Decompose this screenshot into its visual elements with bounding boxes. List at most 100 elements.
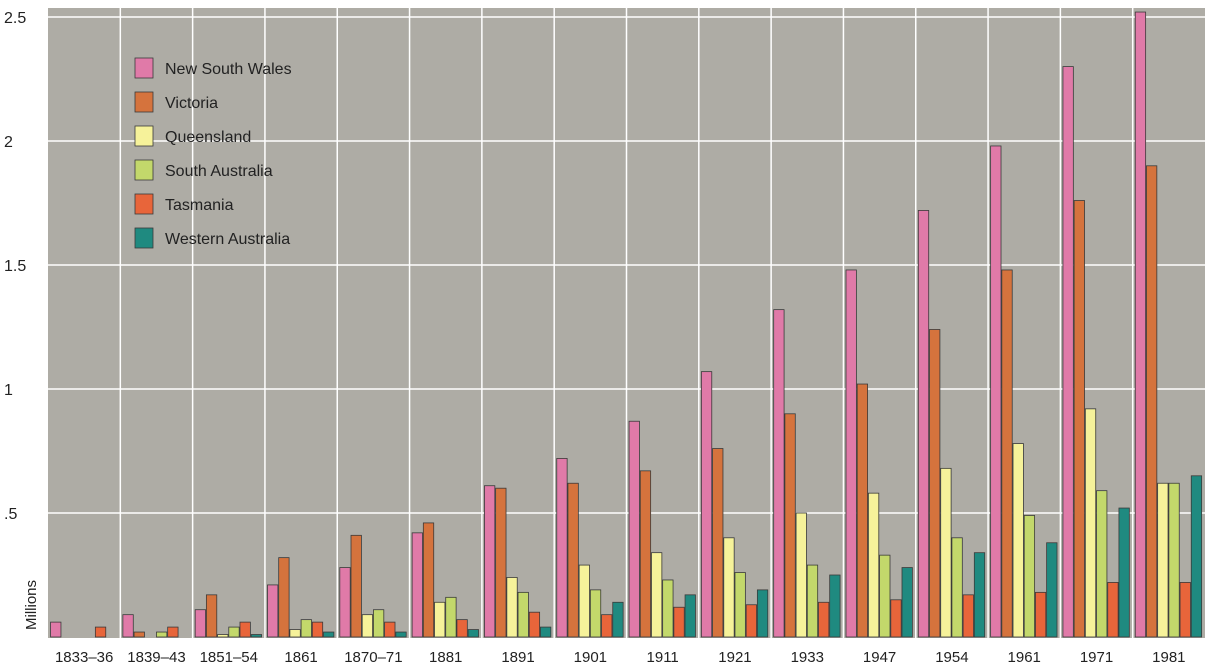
legend-swatch: [134, 193, 154, 215]
bar: [445, 596, 457, 638]
bar: [951, 537, 963, 638]
bar: [1073, 200, 1085, 638]
x-tick-label: 1881: [429, 649, 462, 666]
x-tick-label: 1947: [863, 649, 896, 666]
bar: [917, 210, 930, 638]
legend-label: Tasmania: [165, 197, 234, 214]
x-axis: 1833–36 1839–43 1851–54 1861 1870–71 1881 1891…: [55, 649, 1186, 666]
bar: [612, 601, 624, 638]
bar: [601, 614, 613, 638]
x-tick-label: 1901: [574, 649, 607, 666]
y-tick-label: .5: [4, 506, 17, 523]
bar: [1023, 515, 1036, 638]
bar: [495, 487, 507, 638]
bar: [361, 614, 374, 638]
bar: [773, 309, 785, 638]
x-tick-label: 1981: [1152, 649, 1185, 666]
bar: [1179, 582, 1191, 638]
bar: [350, 534, 362, 638]
bar: [540, 626, 552, 638]
x-tick-label: 1911: [647, 649, 679, 666]
y-tick-label: 1.5: [4, 258, 26, 275]
bar: [662, 579, 674, 638]
y-tick-label: 1: [4, 382, 13, 399]
bar: [1190, 475, 1203, 638]
y-tick-label: 2.5: [4, 10, 26, 27]
bar: [929, 329, 941, 638]
x-tick-label: 1833–36: [55, 649, 113, 666]
bar: [339, 567, 351, 638]
legend-label: Queensland: [165, 129, 251, 146]
bar: [867, 492, 880, 638]
bar: [1096, 490, 1108, 638]
bar: [806, 564, 819, 638]
bar: [278, 557, 290, 638]
bar: [289, 629, 301, 638]
bar: [589, 589, 602, 638]
bar: [712, 448, 724, 638]
bar: [990, 145, 1002, 638]
bar: [1157, 482, 1169, 638]
legend-swatch: [134, 125, 154, 147]
bar: [506, 577, 518, 638]
bar: [1062, 66, 1074, 638]
bar: [267, 584, 279, 638]
bar: [434, 601, 446, 638]
bar: [239, 621, 251, 638]
bar: [311, 621, 324, 638]
x-tick-label: 1861: [284, 649, 317, 666]
bar: [723, 537, 735, 638]
bar: [1001, 269, 1013, 638]
y-axis-label: Millions: [23, 580, 40, 630]
bar: [300, 619, 312, 638]
bar: [517, 591, 529, 638]
bar: [373, 609, 385, 638]
x-tick-label: 1839–43: [127, 649, 185, 666]
legend-label: Victoria: [165, 95, 218, 112]
bar: [1168, 482, 1180, 638]
bar: [673, 606, 685, 638]
legend: New South Wales Victoria Queensland South A…: [134, 57, 292, 249]
bar: [395, 631, 407, 638]
bar: [784, 413, 796, 638]
bar: [156, 631, 168, 638]
grid: [48, 8, 1205, 638]
bar: [323, 631, 335, 638]
bar: [973, 552, 986, 638]
y-axis: .5 1 1.5 2 2.5: [4, 10, 26, 523]
bar: [528, 611, 541, 638]
bar: [205, 594, 218, 638]
bar: [1084, 408, 1097, 638]
legend-label: New South Wales: [165, 61, 292, 78]
bar: [890, 599, 902, 638]
bar: [556, 458, 568, 638]
bar: [639, 470, 652, 638]
bar: [1107, 582, 1119, 638]
bar: [1134, 11, 1147, 638]
legend-swatch: [134, 159, 154, 181]
bar: [628, 420, 640, 638]
bar: [456, 619, 468, 638]
bar: [250, 634, 262, 638]
bar: [484, 485, 496, 638]
bar: [50, 621, 62, 638]
bar: [845, 269, 857, 638]
bar: [684, 594, 696, 638]
bar: [962, 594, 974, 638]
bar: [122, 614, 134, 638]
bar: [384, 621, 396, 638]
y-tick-label: 2: [4, 134, 13, 151]
bar: [422, 522, 435, 638]
legend-label: Western Australia: [165, 231, 290, 248]
bar: [901, 567, 913, 638]
legend-swatch: [134, 57, 154, 79]
bar: [467, 629, 479, 638]
bar: [194, 609, 206, 638]
bar: [167, 626, 179, 638]
bar: [1146, 165, 1158, 638]
x-tick-label: 1851–54: [200, 649, 258, 666]
x-tick-label: 1891: [501, 649, 534, 666]
bar: [745, 604, 757, 638]
legend-label: South Australia: [165, 163, 273, 180]
bar: [1118, 507, 1130, 638]
